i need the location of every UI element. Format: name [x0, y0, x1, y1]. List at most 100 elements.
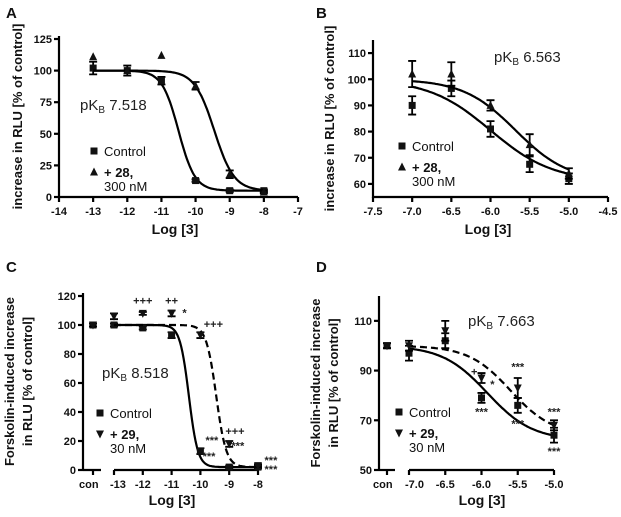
y-axis-label-line2: in RLU [% of control] — [326, 318, 341, 447]
x-tick-label-con: con — [79, 479, 99, 491]
y-tick-label: 0 — [46, 192, 52, 204]
pkb-label: pKB 7.663 — [468, 313, 535, 332]
legend-label: Control — [104, 144, 146, 159]
significance-annotation: *** — [548, 446, 562, 458]
square-marker — [192, 177, 200, 185]
triangle-up-marker — [408, 69, 417, 78]
panel-B: B -7.5 -7.0 -6.5 -6.0 -5.5 -5.0 -4.5 60 70 80 90 100… — [316, 5, 617, 237]
y-tick-label: 100 — [34, 66, 52, 78]
triangle-up-marker — [123, 66, 132, 75]
y-axis-label: increase in RLU [% of control] — [322, 26, 337, 212]
y-tick-label: 110 — [354, 316, 372, 328]
x-tick-label: -7.5 — [364, 206, 383, 218]
x-tick-label: -7.0 — [403, 206, 422, 218]
triangle-down-marker — [477, 374, 486, 383]
x-tick-label: -8 — [253, 479, 263, 491]
panel-letter: B — [316, 5, 327, 22]
square-marker — [90, 147, 98, 155]
x-tick-label: -7.0 — [405, 479, 424, 491]
triangle-down-marker — [513, 384, 522, 393]
square-marker — [196, 447, 204, 455]
legend-label-concentration: 30 nM — [110, 441, 146, 456]
y-tick-label: 60 — [64, 378, 76, 390]
triangle-up-marker — [259, 187, 268, 196]
series-control — [408, 79, 573, 185]
legend-label: Control — [412, 139, 454, 154]
x-tick-label: -14 — [51, 206, 68, 218]
square-marker — [226, 187, 234, 195]
x-tick-label: -6.0 — [472, 479, 491, 491]
triangle-down-marker — [441, 327, 450, 336]
panel-letter: C — [6, 259, 17, 276]
y-tick-label: 110 — [348, 48, 366, 60]
x-tick-label: -6.0 — [481, 206, 500, 218]
x-tick-label: -5.0 — [545, 479, 564, 491]
x-tick-label: -5.5 — [520, 206, 539, 218]
y-tick-label: 50 — [40, 129, 52, 141]
x-axis-label: Log [3] — [152, 221, 199, 237]
legend-label: + 29, — [110, 427, 139, 442]
y-tick-label: 90 — [354, 100, 366, 112]
significance-annotation: *** — [511, 419, 525, 431]
square-marker — [405, 349, 413, 357]
x-tick-label-con: con — [373, 479, 393, 491]
x-tick-label: -11 — [154, 206, 169, 218]
x-tick-label: -6.5 — [442, 206, 461, 218]
x-tick-label: -7 — [293, 206, 303, 218]
triangle-down-marker — [225, 440, 234, 449]
series-treatment — [383, 319, 558, 432]
x-tick-label: -9 — [224, 479, 234, 491]
significance-annotation: *** — [205, 435, 219, 447]
fit-curve — [93, 69, 264, 191]
panel-letter: A — [6, 5, 17, 22]
y-tick-label: 120 — [58, 291, 76, 303]
triangle-down-marker — [167, 309, 176, 318]
x-tick-label: -10 — [188, 206, 204, 218]
significance-annotation: *** — [511, 362, 525, 374]
x-tick-label: -9 — [225, 206, 235, 218]
triangle-down-marker — [383, 342, 391, 351]
triangle-down-marker — [405, 342, 413, 351]
legend-label-concentration: 300 nM — [104, 179, 147, 194]
square-marker — [139, 324, 147, 332]
x-tick-label: -13 — [110, 479, 126, 491]
y-tick-label: 125 — [34, 34, 52, 46]
square-marker — [526, 160, 534, 168]
x-tick-label: -5.0 — [559, 206, 578, 218]
triangle-up-marker — [89, 52, 98, 61]
fit-curve — [408, 347, 555, 437]
legend-label-concentration: 30 nM — [409, 440, 445, 455]
y-tick-label: 70 — [354, 153, 366, 165]
y-tick-label: 70 — [360, 415, 372, 427]
pkb-label: pKB 8.518 — [102, 365, 169, 384]
y-tick-label: 90 — [360, 366, 372, 378]
triangle-down-marker — [89, 321, 97, 330]
square-marker — [168, 331, 176, 339]
legend-label-concentration: 300 nM — [412, 174, 455, 189]
triangle-down-marker — [196, 331, 205, 340]
triangle-up-marker — [157, 50, 166, 59]
pkb-label: pKB 6.563 — [494, 49, 561, 68]
square-marker — [395, 408, 403, 416]
square-marker — [398, 142, 406, 150]
significance-annotation: *** — [265, 464, 279, 476]
square-marker — [408, 101, 416, 109]
legend-label: + 29, — [409, 426, 438, 441]
y-axis-label: Forskolin-induced increase — [2, 297, 17, 466]
y-axis-label-line2: in RLU [% of control] — [20, 317, 35, 446]
y-tick-label: 75 — [40, 97, 52, 109]
square-marker — [514, 401, 522, 409]
y-tick-label: 100 — [348, 74, 366, 86]
x-tick-label: -11 — [164, 479, 179, 491]
legend-label: + 28, — [412, 160, 441, 175]
square-marker — [225, 463, 233, 471]
square-marker — [478, 394, 485, 402]
significance-annotation: *** — [475, 406, 489, 418]
series-treatment — [89, 309, 262, 471]
pkb-label: pKB 7.518 — [80, 97, 147, 116]
series-treatment — [89, 50, 268, 196]
significance-annotation: + — [471, 367, 477, 379]
triangle-down-marker — [110, 312, 118, 321]
